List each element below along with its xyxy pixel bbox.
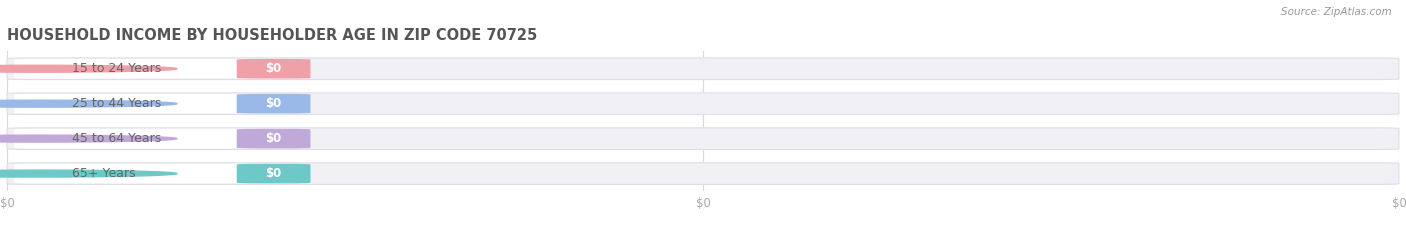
FancyBboxPatch shape (236, 164, 311, 183)
FancyBboxPatch shape (14, 94, 299, 113)
Circle shape (0, 65, 177, 72)
Text: 15 to 24 Years: 15 to 24 Years (73, 62, 162, 75)
Text: 25 to 44 Years: 25 to 44 Years (73, 97, 162, 110)
FancyBboxPatch shape (7, 58, 1399, 80)
FancyBboxPatch shape (14, 164, 299, 183)
FancyBboxPatch shape (7, 163, 1399, 185)
Text: Source: ZipAtlas.com: Source: ZipAtlas.com (1281, 7, 1392, 17)
Text: 45 to 64 Years: 45 to 64 Years (73, 132, 162, 145)
FancyBboxPatch shape (7, 93, 1399, 115)
FancyBboxPatch shape (236, 59, 311, 79)
FancyBboxPatch shape (236, 129, 311, 148)
FancyBboxPatch shape (14, 59, 299, 79)
Text: HOUSEHOLD INCOME BY HOUSEHOLDER AGE IN ZIP CODE 70725: HOUSEHOLD INCOME BY HOUSEHOLDER AGE IN Z… (7, 28, 537, 43)
Circle shape (0, 170, 177, 177)
Text: $0: $0 (266, 132, 281, 145)
FancyBboxPatch shape (7, 128, 1399, 150)
Text: 65+ Years: 65+ Years (73, 167, 136, 180)
Circle shape (0, 135, 177, 142)
FancyBboxPatch shape (14, 129, 299, 148)
FancyBboxPatch shape (236, 94, 311, 113)
Circle shape (0, 100, 177, 107)
Text: $0: $0 (266, 167, 281, 180)
Text: $0: $0 (266, 62, 281, 75)
Text: $0: $0 (266, 97, 281, 110)
